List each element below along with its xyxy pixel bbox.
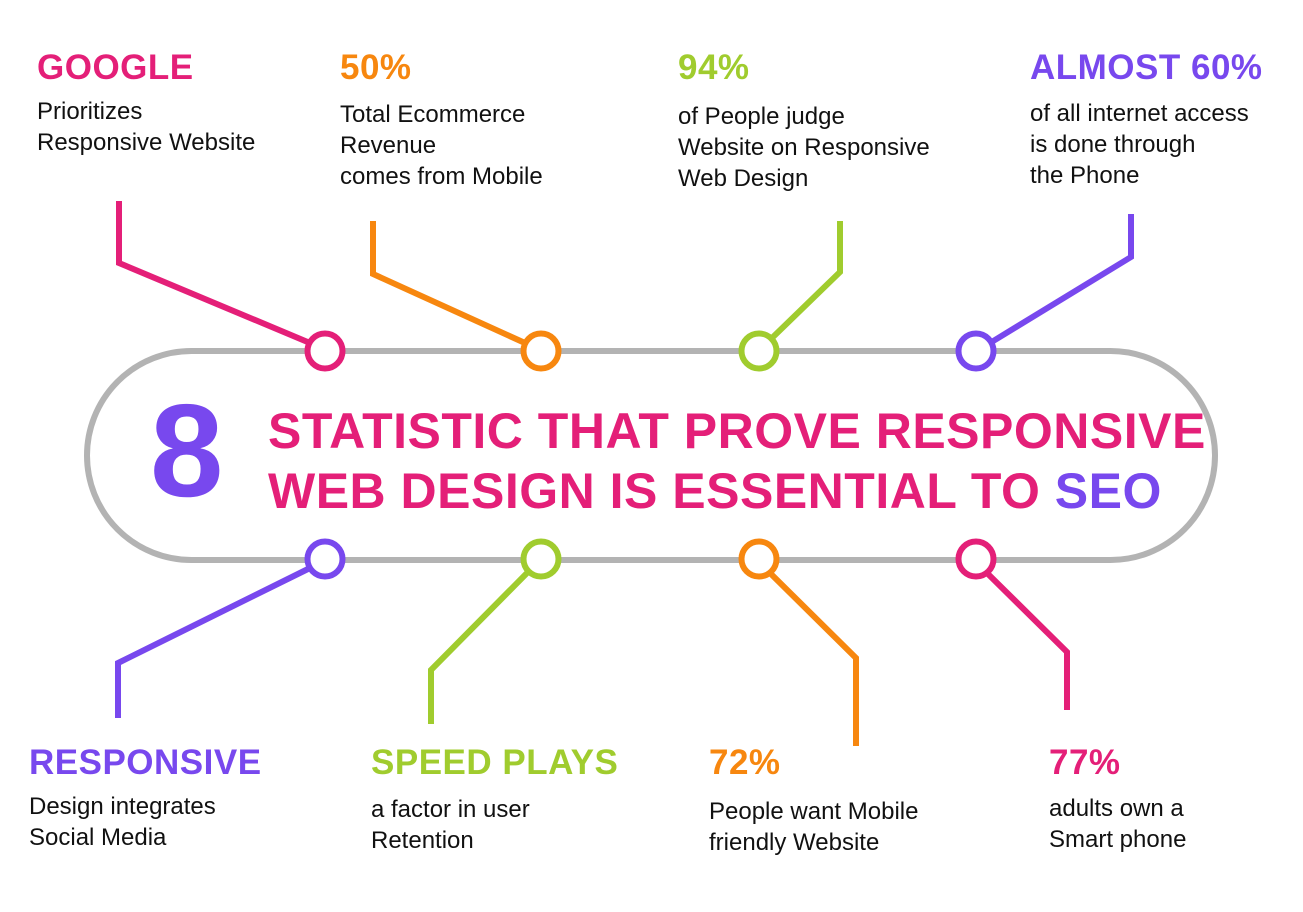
connector-speed-plays [428,569,531,724]
stat-headline: 72% [709,743,781,782]
title-line-2: WEB DESIGN IS ESSENTIAL TO SEO [268,461,1206,521]
connector-responsive [115,565,312,718]
stat-desc-line: Social Media [29,824,167,851]
node-circle-icon [738,538,780,580]
connector-94-percent [770,221,843,340]
stat-headline: ALMOST 60% [1030,48,1263,87]
connector-50-percent [370,221,527,346]
stat-94-percent: 94% of People judge Website on Responsiv… [678,48,930,194]
stat-desc-line: People want Mobile [709,798,919,825]
stat-desc-line: of People judge [678,103,845,130]
stat-desc-line: Website on Responsive [678,134,930,161]
title-line-2-main: WEB DESIGN IS ESSENTIAL TO [268,463,1055,519]
stat-description: People want Mobile friendly Website [709,796,918,858]
stat-desc-line: Smart phone [1049,826,1187,853]
node-circle-icon [520,330,562,372]
node-circle-icon [955,538,997,580]
stat-google: GOOGLE Prioritizes Responsive Website [37,48,255,158]
stat-responsive: RESPONSIVE Design integrates Social Medi… [29,743,262,853]
node-circle-icon [738,330,780,372]
stat-desc-line: a factor in user [371,796,530,823]
node-circle-icon [304,330,346,372]
node-circle-icon [955,330,997,372]
stat-desc-line: Web Design [678,165,809,192]
title-number: 8 [150,377,224,524]
stat-72-percent: 72% People want Mobile friendly Website [709,743,918,858]
title-pill-outline [84,348,1218,563]
stat-desc-line: adults own a [1049,795,1184,822]
stat-headline: RESPONSIVE [29,743,262,782]
stat-speed-plays: SPEED PLAYS a factor in user Retention [371,743,618,856]
stat-desc-line: Design integrates [29,793,216,820]
stat-headline: 50% [340,48,412,87]
stat-description: adults own a Smart phone [1049,793,1186,855]
stat-desc-line: of all internet access [1030,100,1249,127]
stat-desc-line: friendly Website [709,829,880,856]
connector-almost-60-percent [988,214,1134,346]
stat-desc-line: Retention [371,827,474,854]
stat-headline: GOOGLE [37,48,194,87]
node-circle-icon [304,538,346,580]
stat-desc-line: Responsive Website [37,129,256,156]
stat-headline: SPEED PLAYS [371,743,619,782]
stat-desc-line: is done through [1030,131,1196,158]
page-title: STATISTIC THAT PROVE RESPONSIVE WEB DESI… [268,401,1206,521]
title-line-1: STATISTIC THAT PROVE RESPONSIVE [268,403,1206,459]
stat-desc-line: Revenue [340,132,437,159]
stat-description: Design integrates Social Media [29,791,262,853]
stat-headline: 94% [678,48,750,87]
stat-desc-line: the Phone [1030,162,1140,189]
connector-google [116,201,312,346]
connector-77-percent [984,570,1070,710]
title-accent-seo: SEO [1054,463,1162,519]
stat-headline: 77% [1049,743,1121,782]
stat-description: Total Ecommerce Revenue comes from Mobil… [340,99,543,192]
connector-72-percent [767,570,859,746]
stat-description: Prioritizes Responsive Website [37,96,255,158]
stat-desc-line: comes from Mobile [340,163,543,190]
stat-50-percent: 50% Total Ecommerce Revenue comes from M… [340,48,543,192]
node-circle-icon [520,538,562,580]
stat-desc-line: Prioritizes [37,98,143,125]
stat-description: of People judge Website on Responsive We… [678,101,930,194]
stat-77-percent: 77% adults own a Smart phone [1049,743,1186,855]
stat-almost-60-percent: ALMOST 60% of all internet access is don… [1030,48,1263,191]
stat-desc-line: Total Ecommerce [340,101,526,128]
stat-description: a factor in user Retention [371,794,618,856]
stat-description: of all internet access is done through t… [1030,98,1263,191]
